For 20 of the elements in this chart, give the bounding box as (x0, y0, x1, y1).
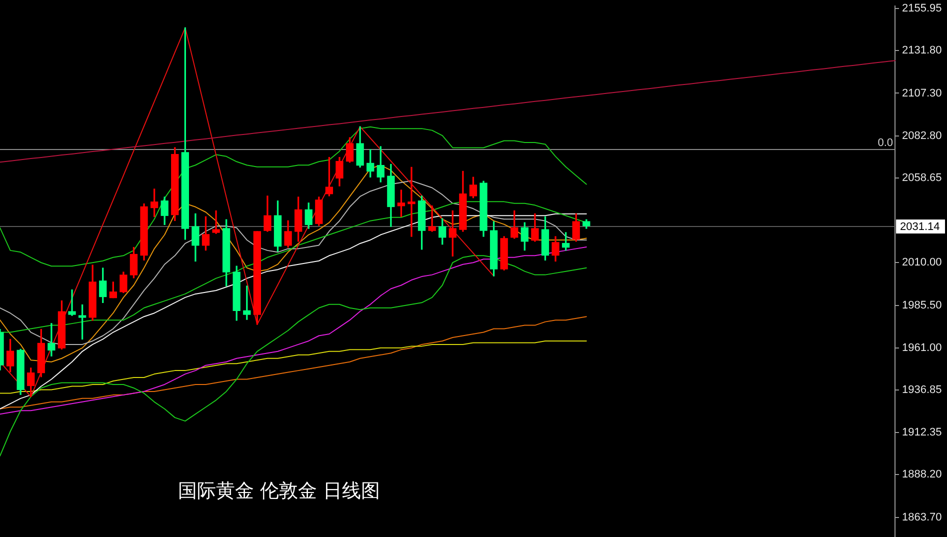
y-tick-label: 2155.95 (902, 2, 942, 15)
y-tick-label: 2131.80 (902, 44, 942, 57)
y-tick-label: 2058.65 (902, 172, 942, 184)
annotation: 0.0 (878, 137, 893, 150)
candlestick (428, 206, 436, 232)
y-tick-label: 1912.35 (902, 426, 942, 439)
y-tick-label: 1888.20 (902, 468, 942, 481)
y-tick-label: 2082.80 (902, 130, 942, 142)
y-tick-label: 1961.00 (902, 342, 942, 354)
candlestick (408, 166, 416, 237)
text: 国际黄金 伦敦金 日线图 (178, 479, 380, 503)
y-tick-label: 1985.50 (902, 299, 942, 312)
y-tick-label: 1863.70 (902, 511, 942, 524)
ref-line-label: 2031.14 (900, 221, 940, 234)
candlestick (212, 210, 220, 234)
y-tick-label: 2010.00 (902, 256, 942, 269)
candlestick (48, 323, 56, 356)
candlestick (68, 289, 76, 316)
y-tick-label: 1936.85 (902, 384, 942, 396)
y-tick-label: 2107.30 (902, 87, 942, 100)
